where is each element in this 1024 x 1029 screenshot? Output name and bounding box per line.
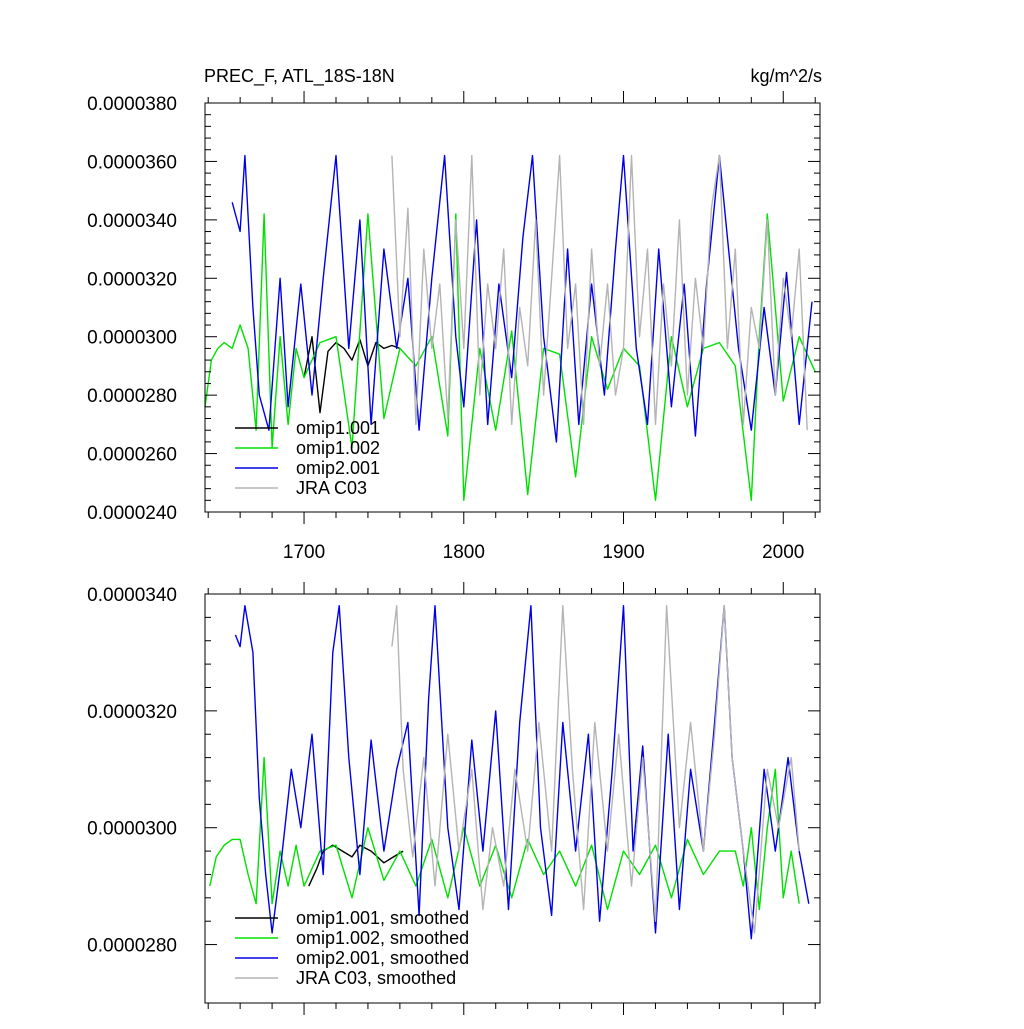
series-line-0 <box>303 336 401 414</box>
legend-label: JRA C03, smoothed <box>296 968 456 988</box>
legend-label: omip1.002 <box>296 438 380 458</box>
chart-units-label: kg/m^2/s <box>751 66 822 86</box>
x-tick-label: 2000 <box>762 542 804 563</box>
y-tick-label: 0.0000280 <box>87 936 177 957</box>
legend-label: omip2.001 <box>296 458 380 478</box>
y-tick-label: 0.0000300 <box>87 328 177 349</box>
series-line-0 <box>308 844 404 887</box>
x-tick-label: 1700 <box>283 542 325 563</box>
y-tick-label: 0.0000320 <box>87 269 177 290</box>
legend-label: JRA C03 <box>296 478 367 498</box>
bottom-panel: 0.0000280 0.0000300 0.0000320 0.0000340 omip… <box>87 582 821 1015</box>
y-tick-label: 0.0000320 <box>87 702 177 723</box>
legend-label: omip1.001, smoothed <box>296 908 469 928</box>
y-tick-label: 0.0000340 <box>87 585 177 606</box>
y-tick-label: 0.0000360 <box>87 152 177 173</box>
legend-label: omip1.002, smoothed <box>296 928 469 948</box>
series-line-3 <box>391 605 800 934</box>
y-tick-label: 0.0000260 <box>87 445 177 466</box>
chart-title: PREC_F, ATL_18S-18N <box>204 66 395 87</box>
y-tick-label: 0.0000380 <box>87 94 177 115</box>
x-tick-label: 1800 <box>443 542 485 563</box>
series-line-1 <box>204 213 816 501</box>
x-tick-label: 1900 <box>602 542 644 563</box>
top-panel: 0.0000240 0.0000260 0.0000280 0.0000300 0.00… <box>87 91 821 563</box>
legend-label: omip1.001 <box>296 418 380 438</box>
y-tick-label: 0.0000340 <box>87 211 177 232</box>
y-tick-label: 0.0000280 <box>87 386 177 407</box>
series-line-3 <box>391 154 808 431</box>
legend-label: omip2.001, smoothed <box>296 948 469 968</box>
plot-frame <box>204 102 821 513</box>
y-tick-label: 0.0000240 <box>87 503 177 524</box>
series-line-2 <box>234 605 810 940</box>
series-line-2 <box>231 154 813 443</box>
y-tick-label: 0.0000300 <box>87 819 177 840</box>
plot-frame <box>204 593 821 1004</box>
